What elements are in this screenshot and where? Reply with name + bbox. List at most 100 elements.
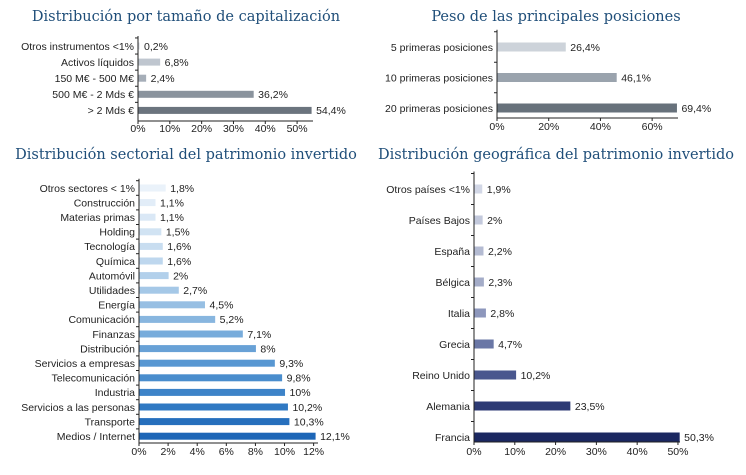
top-value-label: 26,4% — [570, 42, 600, 54]
sec-value-label: 9,8% — [287, 373, 311, 385]
sec-bar — [139, 242, 163, 250]
geo-x-tick-label: 20% — [545, 446, 566, 458]
geo-bar — [474, 277, 484, 287]
geo-value-label: 2,8% — [490, 308, 514, 320]
geo-chart-title: Distribución geográfica del patrimonio i… — [378, 147, 734, 163]
sec-category-label: Automóvil — [89, 270, 135, 282]
top-chart-title: Peso de las principales posiciones — [431, 9, 680, 25]
sec-value-label: 8% — [260, 343, 275, 355]
cap-value-label: 6,8% — [165, 57, 189, 69]
chart-capitalization-svg: Distribución por tamaño de capitalizació… — [21, 9, 346, 135]
geo-value-label: 2,2% — [488, 246, 512, 258]
geo-x-tick-label: 40% — [627, 446, 648, 458]
sec-category-label: Servicios a las personas — [21, 402, 135, 414]
top-x-tick-label: 60% — [642, 121, 663, 133]
cap-x-tick-label: 40% — [255, 123, 276, 135]
cap-x-tick-label: 50% — [287, 123, 308, 135]
geo-category-label: Alemania — [426, 401, 470, 413]
sec-value-label: 12,1% — [320, 431, 350, 443]
chart-top-positions-svg: Peso de las principales posiciones 5 prim… — [385, 9, 711, 133]
cap-bar — [138, 42, 140, 50]
sec-bar — [139, 199, 156, 207]
top-bar — [497, 42, 566, 52]
sec-value-label: 1,1% — [160, 212, 184, 224]
cap-value-label: 0,2% — [144, 41, 168, 53]
sec-bar — [139, 301, 205, 309]
geo-value-label: 2,3% — [488, 277, 512, 289]
cap-x-tick-label: 0% — [130, 123, 145, 135]
sec-category-label: Comunicación — [68, 314, 135, 326]
cap-value-label: 2,4% — [151, 73, 175, 85]
geo-category-label: Reino Unido — [412, 370, 470, 382]
cap-category-label: Otros instrumentos <1% — [21, 41, 134, 53]
cap-chart-title: Distribución por tamaño de capitalizació… — [32, 9, 340, 25]
sec-bar — [139, 257, 163, 265]
sec-category-label: Distribución — [80, 343, 135, 355]
sec-value-label: 7,1% — [247, 329, 271, 341]
sec-category-label: Utilidades — [89, 285, 135, 297]
geo-category-label: Grecia — [439, 339, 470, 351]
geo-bar — [474, 370, 517, 380]
geo-category-label: Italia — [448, 308, 470, 320]
sec-bar — [139, 213, 156, 221]
chart-capitalization: Distribución por tamaño de capitalizació… — [0, 0, 373, 145]
sec-category-label: Telecomunicación — [52, 373, 136, 385]
sec-bar — [139, 432, 316, 440]
sec-value-label: 9,3% — [279, 358, 303, 370]
sec-x-tick-label: 2% — [161, 446, 176, 458]
sec-bar — [139, 330, 243, 338]
sec-category-label: Holding — [99, 227, 135, 239]
sec-value-label: 2% — [173, 270, 188, 282]
geo-x-tick-label: 10% — [504, 446, 525, 458]
sec-category-label: Transporte — [85, 416, 136, 428]
geo-bar — [474, 184, 483, 194]
geo-value-label: 50,3% — [684, 432, 714, 444]
chart-geography: Distribución geográfica del patrimonio i… — [373, 145, 746, 475]
top-category-label: 10 primeras posiciones — [385, 72, 493, 84]
sec-value-label: 1,6% — [167, 256, 191, 268]
sec-category-label: Materias primas — [60, 212, 135, 224]
cap-bar — [138, 106, 312, 114]
sec-bar — [139, 315, 216, 323]
geo-x-tick-label: 30% — [586, 446, 607, 458]
geo-value-label: 23,5% — [575, 401, 605, 413]
sec-value-label: 1,6% — [167, 241, 191, 253]
top-value-label: 46,1% — [621, 72, 651, 84]
sec-category-label: Química — [96, 256, 135, 268]
geo-bar — [474, 215, 483, 225]
sec-category-label: Servicios a empresas — [35, 358, 135, 370]
sec-value-label: 1,5% — [166, 227, 190, 239]
top-value-label: 69,4% — [681, 103, 711, 115]
sec-bar — [139, 388, 286, 396]
cap-category-label: Activos líquidos — [61, 57, 134, 69]
top-x-tick-label: 40% — [590, 121, 611, 133]
cap-category-label: 150 M€ - 500 M€ — [55, 73, 135, 85]
geo-value-label: 1,9% — [487, 184, 511, 196]
sec-x-tick-label: 6% — [219, 446, 234, 458]
sec-bar — [139, 272, 169, 280]
sec-category-label: Otros sectores < 1% — [40, 183, 135, 195]
sec-x-tick-label: 8% — [248, 446, 263, 458]
geo-bar — [474, 246, 484, 256]
sec-category-label: Industria — [95, 387, 135, 399]
geo-value-label: 10,2% — [521, 370, 551, 382]
sec-value-label: 10% — [290, 387, 311, 399]
chart-geography-svg: Distribución geográfica del patrimonio i… — [378, 147, 734, 458]
sec-category-label: Tecnología — [84, 241, 135, 253]
geo-category-label: Otros países <1% — [386, 184, 470, 196]
chart-top-positions: Peso de las principales posiciones 5 prim… — [373, 0, 746, 145]
sec-bar — [139, 374, 283, 382]
geo-bar — [474, 339, 494, 349]
geo-category-label: Bélgica — [436, 277, 471, 289]
top-category-label: 5 primeras posiciones — [391, 42, 493, 54]
sec-category-label: Construcción — [74, 197, 135, 209]
sec-value-label: 5,2% — [220, 314, 244, 326]
top-bar — [497, 103, 677, 113]
cap-bar — [138, 74, 147, 82]
sec-x-tick-label: 4% — [190, 446, 205, 458]
sec-bar — [139, 184, 166, 192]
sec-x-tick-label: 10% — [274, 446, 295, 458]
geo-category-label: España — [434, 246, 470, 258]
top-category-label: 20 primeras posiciones — [385, 103, 493, 115]
sec-value-label: 10,2% — [292, 402, 322, 414]
